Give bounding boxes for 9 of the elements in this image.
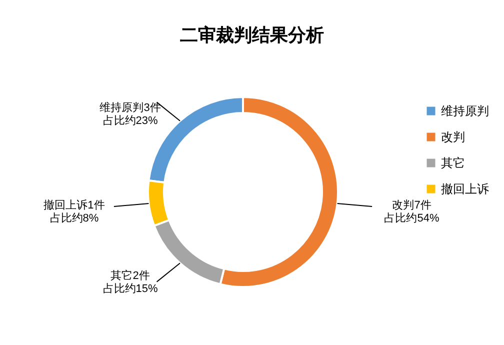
data-label: 维持原判3件占比约23% [100, 101, 161, 128]
data-label: 其它2件占比约15% [102, 268, 158, 295]
data-label: 撤回上诉1件占比约8% [44, 198, 105, 224]
legend-label: 改判 [441, 130, 465, 144]
legend-label: 撤回上诉 [441, 182, 489, 196]
legend-label: 其它 [441, 156, 465, 170]
legend-label: 维持原判 [441, 104, 489, 118]
chart-title: 二审裁判结果分析 [180, 25, 324, 45]
data-label: 改判7件占比约54% [384, 198, 440, 224]
